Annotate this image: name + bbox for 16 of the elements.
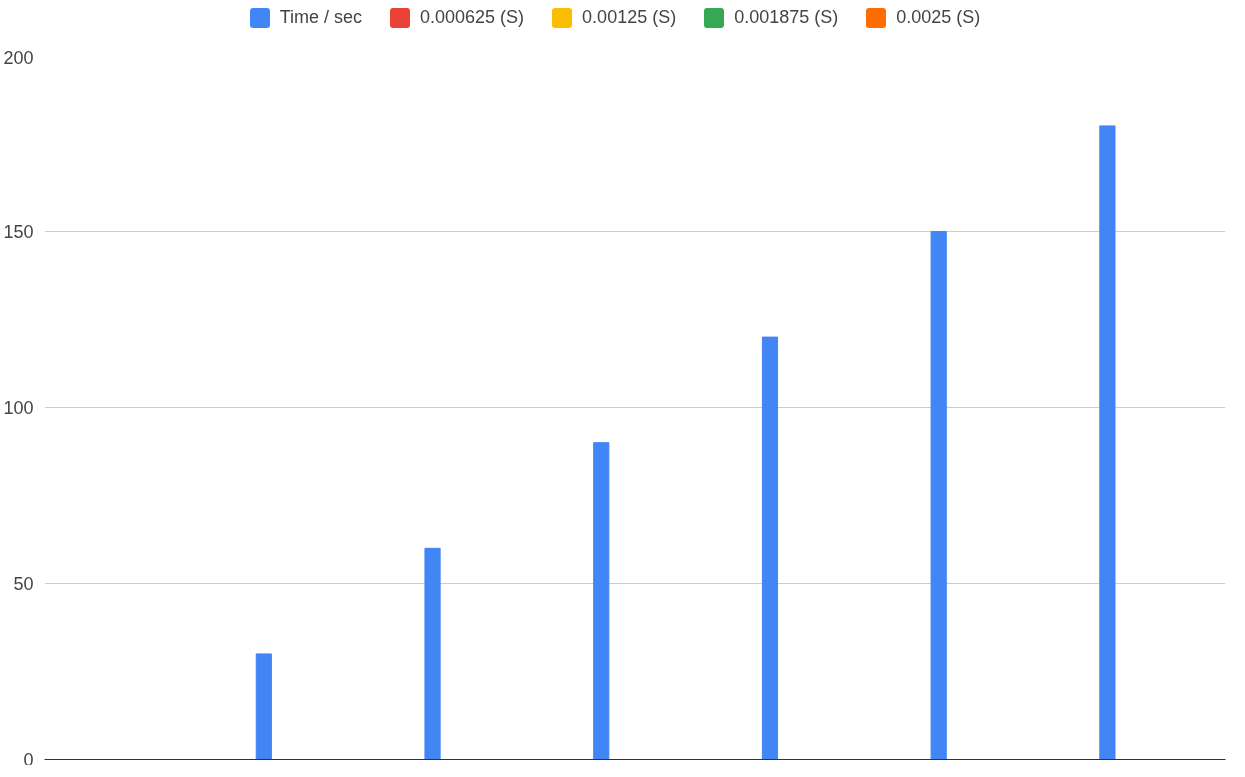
y-tick-label: 50 (13, 574, 34, 594)
bar (930, 231, 947, 760)
bar (761, 336, 779, 760)
bar (255, 653, 272, 760)
y-tick-label: 100 (3, 398, 34, 418)
y-tick-label: 200 (3, 47, 34, 68)
bar (1099, 125, 1116, 760)
y-tick-label: 0 (23, 749, 34, 770)
legend-label: 0.000625 (S) (420, 6, 525, 29)
legend-label: 0.00125 (S) (582, 6, 677, 29)
y-tick-label: 150 (3, 222, 34, 242)
legend-label: 0.001875 (S) (734, 6, 839, 29)
bar (593, 442, 610, 760)
bar (424, 547, 441, 760)
legend-label: Time / sec (279, 6, 363, 29)
legend-label: 0.0025 (S) (896, 6, 981, 29)
